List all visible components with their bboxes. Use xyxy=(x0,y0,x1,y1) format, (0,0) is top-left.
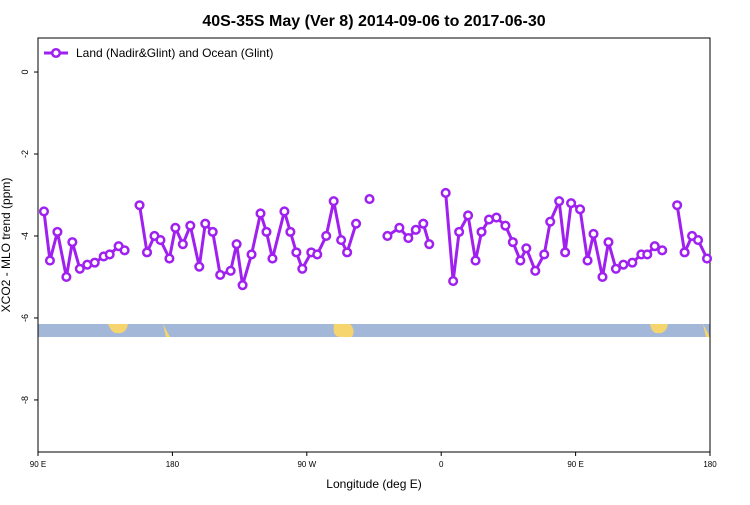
data-point xyxy=(500,220,511,231)
data-point xyxy=(418,218,429,229)
data-point xyxy=(649,241,660,252)
data-point xyxy=(566,198,577,209)
data-point xyxy=(603,237,614,248)
chart-title: 40S-35S May (Ver 8) 2014-09-06 to 2017-0… xyxy=(202,13,545,30)
data-point xyxy=(657,245,668,256)
data-point xyxy=(200,218,211,229)
plot-frame xyxy=(37,37,711,453)
data-point xyxy=(336,235,347,246)
data-point xyxy=(424,239,435,250)
y-tick-label: -8 xyxy=(20,396,30,404)
data-point xyxy=(410,224,421,235)
data-point xyxy=(291,247,302,258)
x-tick-label: 90 E xyxy=(30,460,46,469)
data-point xyxy=(382,230,393,242)
data-point xyxy=(679,247,690,258)
data-point xyxy=(61,271,72,283)
data-point xyxy=(440,187,451,198)
data-point xyxy=(207,226,218,237)
x-axis-label: Longitude (deg E) xyxy=(326,477,421,491)
data-point xyxy=(627,257,638,268)
data-point xyxy=(74,263,85,274)
data-point xyxy=(515,255,526,266)
data-point xyxy=(448,276,459,287)
legend-marker xyxy=(50,47,62,59)
data-point xyxy=(560,247,571,258)
data-point xyxy=(194,261,205,272)
data-point xyxy=(261,226,272,237)
x-tick-label: 180 xyxy=(166,460,180,469)
data-point xyxy=(297,263,308,274)
data-point xyxy=(225,265,236,276)
legend-label: Land (Nadir&Glint) and Ocean (Glint) xyxy=(76,46,273,60)
data-point xyxy=(89,257,100,268)
data-point xyxy=(231,239,242,250)
x-tick-label: 180 xyxy=(703,460,717,469)
y-tick-label: 0 xyxy=(20,70,30,75)
data-point xyxy=(642,249,653,260)
data-point xyxy=(403,232,414,244)
data-point xyxy=(693,235,704,246)
map-strip xyxy=(38,324,710,337)
data-point xyxy=(701,253,713,264)
y-axis-label: XCO2 - MLO trend (ppm) xyxy=(0,178,13,313)
data-point xyxy=(672,200,683,211)
data-point xyxy=(507,237,518,248)
data-point xyxy=(285,226,296,237)
x-tick-label: 90 W xyxy=(297,460,316,469)
data-point xyxy=(610,263,621,274)
data-point xyxy=(312,249,323,260)
data-point xyxy=(185,220,196,231)
data-point xyxy=(246,249,257,260)
data-point xyxy=(237,280,248,291)
data-point xyxy=(394,222,405,233)
data-point xyxy=(454,226,465,237)
y-tick-label: -4 xyxy=(20,232,30,240)
data-point xyxy=(575,204,586,215)
data-point xyxy=(267,253,278,264)
data-point xyxy=(104,249,115,260)
data-point xyxy=(155,235,166,246)
data-point xyxy=(164,253,175,264)
data-point xyxy=(539,249,550,260)
data-point xyxy=(279,206,290,217)
data-point xyxy=(597,271,608,283)
data-point xyxy=(582,255,593,266)
data-point xyxy=(44,255,55,266)
data-point xyxy=(255,208,266,219)
data-point xyxy=(545,216,556,227)
data-point xyxy=(170,222,181,233)
data-point xyxy=(588,228,599,239)
data-point xyxy=(177,239,188,250)
data-point xyxy=(328,196,339,207)
data-point xyxy=(521,243,532,254)
data-point xyxy=(554,196,565,207)
data-point xyxy=(491,212,502,223)
y-tick-label: -2 xyxy=(20,150,30,158)
data-point xyxy=(342,247,353,258)
data-point xyxy=(215,269,226,280)
y-tick-label: -6 xyxy=(20,314,30,322)
data-point xyxy=(119,245,130,256)
x-tick-label: 0 xyxy=(439,460,444,469)
data-point xyxy=(134,200,145,211)
data-point xyxy=(463,210,474,221)
x-tick-label: 90 E xyxy=(567,460,583,469)
data-point xyxy=(52,226,63,237)
data-point xyxy=(530,265,541,276)
data-point xyxy=(67,237,78,248)
data-point xyxy=(321,230,332,242)
data-point xyxy=(476,226,487,237)
data-point xyxy=(351,218,362,229)
data-point xyxy=(141,247,153,258)
data-point xyxy=(470,255,481,266)
data-point xyxy=(38,206,50,217)
data-point xyxy=(618,259,629,270)
data-point xyxy=(364,194,375,205)
